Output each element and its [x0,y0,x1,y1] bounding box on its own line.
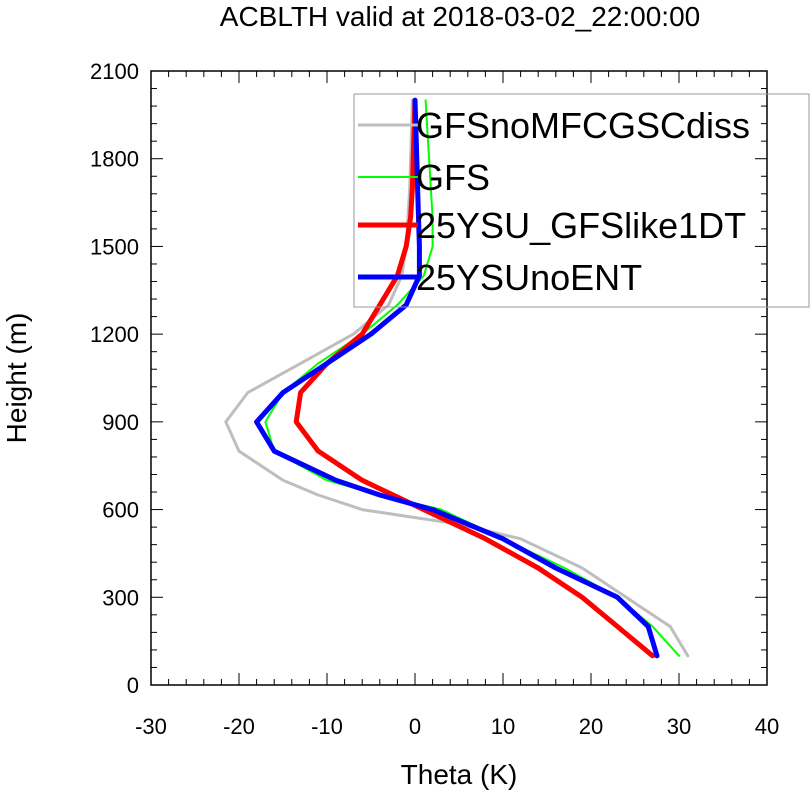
series-line-2 [293,97,656,659]
x-tick-label: -20 [223,714,255,739]
axis-ticks [150,70,768,686]
legend-label-0: GFSnoMFCGSCdiss [416,105,750,146]
y-tick-label: 1200 [90,322,139,347]
legend-label-3: 25YSUnoENT [416,257,642,298]
y-tick-label: 900 [102,410,139,435]
y-tick-label: 1800 [90,147,139,172]
y-tick-label: 600 [102,498,139,523]
series-line-0 [224,98,690,658]
y-tick-label: 300 [102,585,139,610]
x-axis-label: Theta (K) [401,759,518,790]
plot-frame [150,70,768,686]
x-tick-label: -10 [311,714,343,739]
y-tick-label: 0 [127,673,139,698]
y-axis-label: Height (m) [1,313,32,444]
x-tick-labels: -30 -20 -10 0 10 20 30 40 [135,714,779,739]
legend-label-2: 25YSU_GFSlike1DT [416,205,746,246]
x-tick-label: 0 [409,714,421,739]
plot-area [150,70,768,686]
x-tick-label: 30 [667,714,691,739]
legend-box [353,93,810,308]
series-line-3 [254,97,660,659]
chart-title: ACBLTH valid at 2018-03-02_22:00:00 [220,1,700,32]
x-tick-label: 20 [579,714,603,739]
y-tick-label: 1500 [90,234,139,259]
legend-label-1: GFS [416,157,490,198]
legend: GFSnoMFCGSCdiss GFS 25YSU_GFSlike1DT 25YSUn… [353,93,810,308]
y-tick-labels: 0 300 600 900 1200 1500 1800 2100 [90,59,139,698]
y-tick-label: 2100 [90,59,139,84]
series-lines [224,97,690,659]
x-tick-label: -30 [135,714,167,739]
x-tick-label: 10 [491,714,515,739]
x-tick-label: 40 [755,714,779,739]
